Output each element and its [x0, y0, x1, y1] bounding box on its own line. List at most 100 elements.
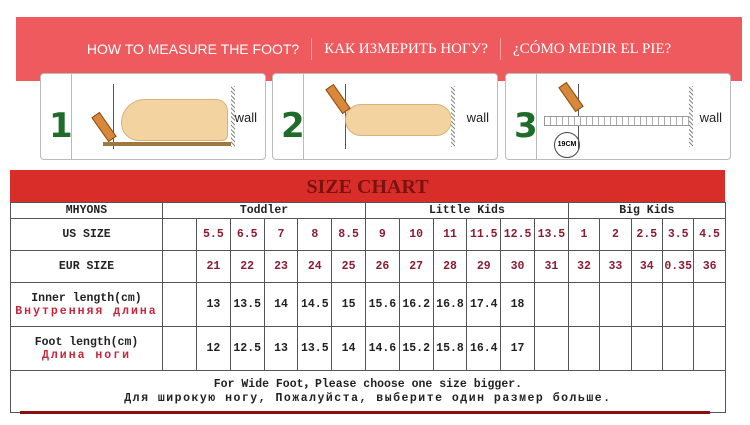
row-label: EUR SIZE — [10, 250, 163, 283]
size-cell: 10 — [398, 218, 434, 251]
group-big-kids: Big Kids — [567, 202, 726, 219]
table-row: US SIZE 5.5 6.5 7 8 8.5 9 10 11 11.5 12.5 13.5 1 2 2.5… — [10, 218, 726, 251]
step-number: 1 — [49, 106, 73, 146]
table-row: Inner length(cm) Внутренняя длина 13 13.5 14… — [10, 282, 726, 327]
size-cell: 17.4 — [466, 282, 502, 327]
table-row: EUR SIZE 21 22 23 24 25 26 27 28 29 30 31 32 33 34 0.35… — [10, 250, 726, 283]
foot-side-illustration — [121, 99, 228, 141]
size-cell: 14 — [331, 326, 366, 371]
size-cell: 24 — [297, 250, 333, 283]
size-cell: 26 — [364, 250, 400, 283]
size-cell: 11 — [432, 218, 468, 251]
divider — [311, 38, 313, 60]
row-label-ru: Длина ноги — [41, 348, 131, 362]
group-little-kids: Little Kids — [364, 202, 569, 219]
note-ru: Для широкую ногу, Пожалуйста, выберите о… — [124, 391, 612, 405]
size-cell: 14 — [263, 282, 299, 327]
banner-title-es: ¿CÓMO MEDIR EL PIE? — [512, 40, 672, 57]
bottom-divider — [20, 411, 710, 414]
banner-title-ru: КАК ИЗМЕРИТЬ НОГУ? — [324, 40, 488, 57]
blank-cell — [162, 250, 197, 283]
size-cell: 1 — [567, 218, 601, 251]
size-cell: 13.5 — [297, 326, 333, 371]
row-label-ru: Внутренняя длина — [15, 304, 158, 318]
row-label-en: Foot length(cm) — [34, 335, 139, 349]
size-cell: 30 — [500, 250, 535, 283]
wall-label: wall — [234, 110, 257, 125]
row-label: US SIZE — [10, 218, 163, 251]
pencil-icon — [325, 83, 351, 115]
size-cell: 31 — [533, 250, 569, 283]
row-label: Foot length(cm) Длина ноги — [10, 326, 163, 371]
size-chart-title-bar: SIZE CHART — [10, 170, 725, 202]
step-2-panel: 2 wall — [272, 73, 498, 160]
step-1-panel: 1 wall — [40, 73, 266, 160]
size-cell: 14.5 — [297, 282, 333, 327]
banner-title-en: HOW TO MEASURE THE FOOT? — [86, 41, 300, 57]
size-cell: 16.8 — [432, 282, 468, 327]
note-en: For Wide Foot，Please choose one size big… — [213, 377, 523, 391]
foot-top-illustration — [345, 104, 452, 136]
step-number: 3 — [514, 106, 538, 146]
row-label-en: EUR SIZE — [58, 260, 115, 273]
size-cell: 8 — [297, 218, 333, 251]
size-cell — [693, 282, 726, 327]
size-cell: 15.6 — [364, 282, 400, 327]
size-cell: 34 — [630, 250, 663, 283]
size-cell — [661, 326, 695, 371]
size-cell: 12.5 — [229, 326, 265, 371]
size-cell: 23 — [263, 250, 299, 283]
size-cell: 16.2 — [398, 282, 434, 327]
pencil-icon — [558, 81, 584, 113]
blank-cell — [162, 282, 197, 327]
note-row: For Wide Foot，Please choose one size big… — [10, 370, 726, 413]
row-label-en: Inner length(cm) — [31, 291, 142, 305]
size-cell: 6.5 — [229, 218, 265, 251]
blank-cell — [162, 326, 197, 371]
size-cell: 27 — [398, 250, 434, 283]
size-cell — [630, 282, 663, 327]
size-cell: 13 — [263, 326, 299, 371]
size-cell: 9 — [364, 218, 400, 251]
size-cell: 17 — [500, 326, 535, 371]
size-cell: 15.2 — [398, 326, 434, 371]
divider — [499, 38, 501, 60]
wall-label: wall — [466, 110, 489, 125]
size-cell: 28 — [432, 250, 468, 283]
size-cell: 13.5 — [533, 218, 569, 251]
size-cell: 15.8 — [432, 326, 468, 371]
step-number: 2 — [281, 106, 305, 146]
wide-foot-note: For Wide Foot，Please choose one size big… — [10, 370, 726, 413]
size-cell: 2 — [599, 218, 632, 251]
blank-cell — [162, 218, 197, 251]
size-cell — [599, 282, 632, 327]
size-cell: 32 — [567, 250, 601, 283]
size-cell: 14.6 — [364, 326, 400, 371]
size-chart-table: MHYONS Toddler Little Kids Big Kids US SIZE 5… — [10, 202, 726, 413]
size-cell: 18 — [500, 282, 535, 327]
size-cell: 22 — [229, 250, 265, 283]
size-cell — [533, 326, 569, 371]
size-cell: 13.5 — [229, 282, 265, 327]
size-cell: 21 — [196, 250, 231, 283]
size-cell — [533, 282, 569, 327]
size-cell: 3.5 — [661, 218, 695, 251]
how-to-measure-banner: HOW TO MEASURE THE FOOT? КАК ИЗМЕРИТЬ НО… — [16, 17, 742, 81]
group-header-row: MHYONS Toddler Little Kids Big Kids — [10, 202, 726, 219]
step-3-panel: 3 19CM wall — [505, 73, 731, 160]
size-cell: 0.35 — [661, 250, 695, 283]
size-cell: 25 — [331, 250, 366, 283]
row-label-en: US SIZE — [62, 228, 111, 241]
size-cell: 13 — [196, 282, 231, 327]
size-chart-title: SIZE CHART — [306, 176, 429, 198]
size-cell — [693, 326, 726, 371]
size-cell: 15 — [331, 282, 366, 327]
table-row: Foot length(cm) Длина ноги 12 12.5 13 13.5 14 1… — [10, 326, 726, 371]
size-cell: 33 — [599, 250, 632, 283]
size-cell: 2.5 — [630, 218, 663, 251]
size-cell: 11.5 — [466, 218, 502, 251]
size-cell: 16.4 — [466, 326, 502, 371]
brand-cell: MHYONS — [10, 202, 163, 219]
size-cell — [567, 326, 601, 371]
group-toddler: Toddler — [162, 202, 366, 219]
